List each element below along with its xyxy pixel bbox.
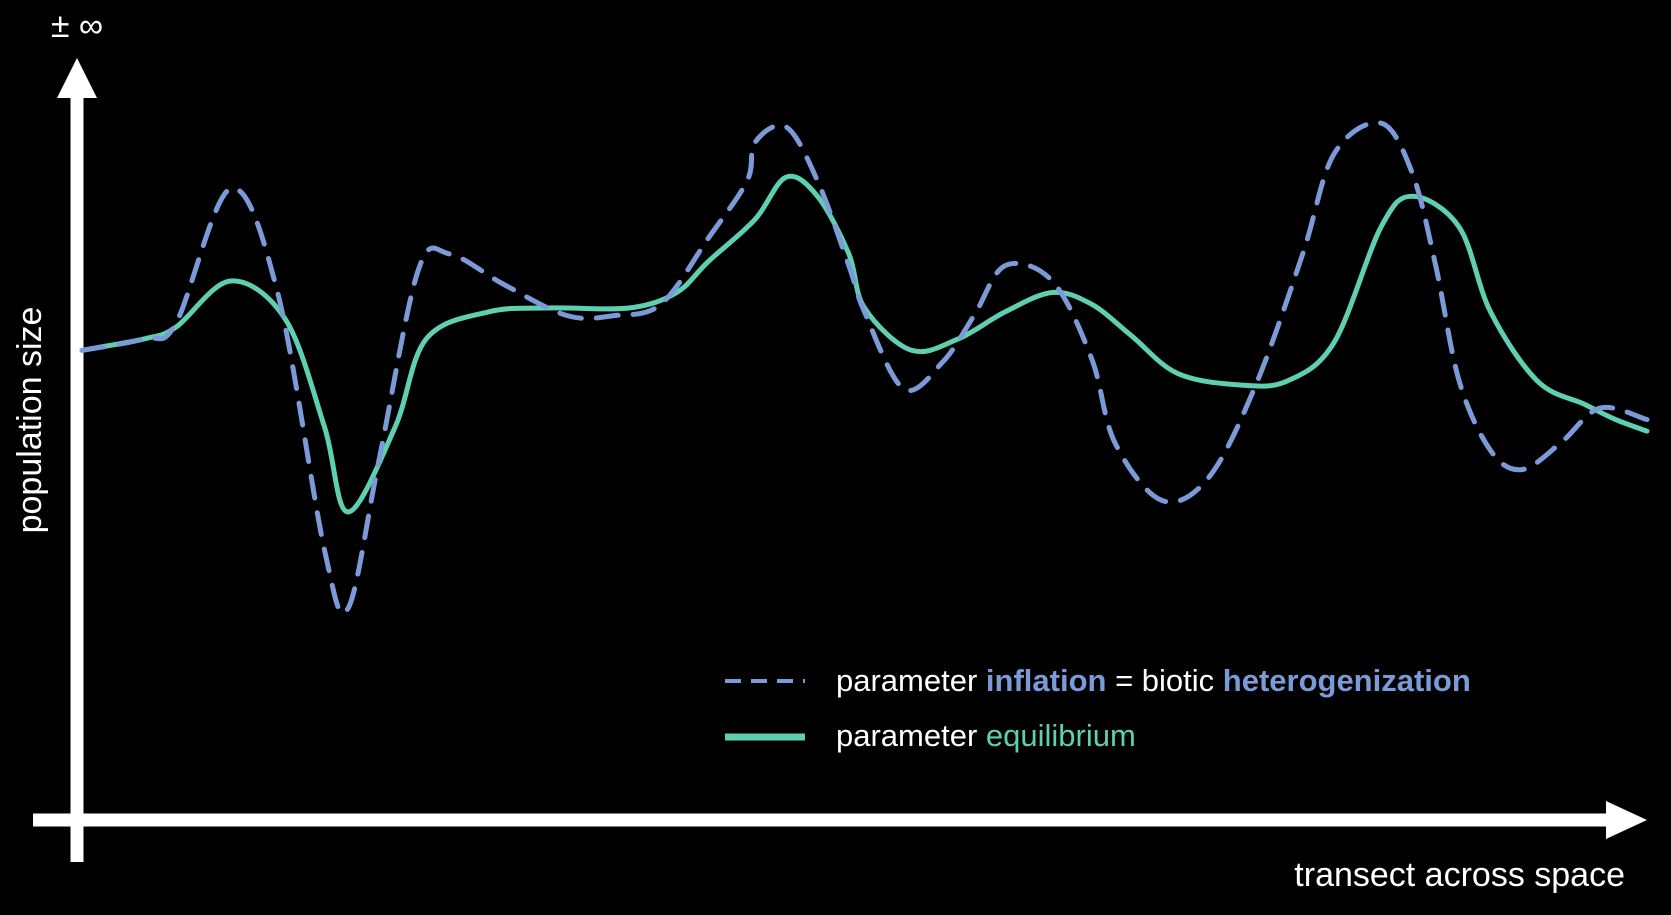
legend-equilibrium-part-0: parameter (836, 718, 977, 753)
legend-inflation-part-3: heterogenization (1214, 663, 1471, 698)
legend: parameter inflation = biotic heterogeniz… (725, 663, 1471, 753)
legend-inflation-part-2: = biotic (1106, 663, 1214, 698)
axes (33, 58, 1647, 862)
legend-label-inflation: parameter inflation = biotic heterogeniz… (836, 663, 1471, 698)
legend-inflation-part-0: parameter (836, 663, 977, 698)
legend-label-equilibrium: parameter equilibrium (836, 718, 1136, 753)
series-layer (79, 120, 1650, 616)
series-line-equilibrium (79, 173, 1650, 515)
x-axis-label: transect across space (1294, 856, 1625, 894)
series-line-inflation (79, 120, 1650, 616)
y-axis-top-label: ± ∞ (51, 7, 103, 45)
x-axis-arrowhead (1606, 801, 1647, 839)
legend-equilibrium-part-1: equilibrium (977, 718, 1136, 753)
legend-inflation-part-1: inflation (977, 663, 1106, 698)
y-axis-label: population size (11, 307, 49, 534)
y-axis-arrowhead (57, 58, 97, 98)
